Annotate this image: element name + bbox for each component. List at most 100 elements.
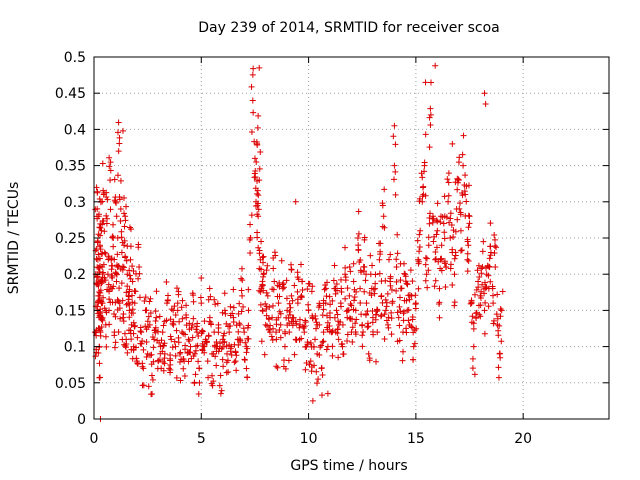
data-point: [403, 297, 410, 304]
data-point: [465, 212, 472, 219]
data-point: [405, 317, 412, 324]
data-point: [93, 184, 100, 191]
data-point: [117, 177, 124, 184]
data-point: [482, 101, 489, 108]
data-point: [445, 179, 452, 186]
data-point: [461, 188, 468, 195]
data-point: [265, 315, 272, 322]
data-point: [262, 300, 269, 307]
data-point: [173, 327, 180, 334]
data-point: [469, 313, 476, 320]
data-point: [357, 300, 364, 307]
data-point: [99, 250, 106, 257]
data-point: [95, 325, 102, 332]
data-point: [447, 265, 454, 272]
data-point: [113, 270, 120, 277]
data-point: [351, 297, 358, 304]
data-point: [198, 274, 205, 281]
x-tick-label: 0: [90, 431, 99, 447]
data-point: [416, 231, 423, 238]
data-point: [150, 344, 157, 351]
data-point: [127, 256, 134, 263]
data-point: [98, 280, 105, 287]
data-point: [425, 267, 432, 274]
data-point: [468, 297, 475, 304]
data-point: [494, 291, 501, 298]
data-point: [434, 200, 441, 207]
data-point: [123, 203, 130, 210]
data-point: [179, 297, 186, 304]
data-point: [352, 320, 359, 327]
data-point: [243, 365, 250, 372]
data-point: [97, 298, 104, 305]
data-point: [152, 324, 159, 331]
data-point: [96, 255, 103, 262]
data-point: [256, 165, 263, 172]
data-point: [143, 338, 150, 345]
data-point: [263, 289, 270, 296]
data-point: [182, 346, 189, 353]
data-point: [386, 256, 393, 263]
data-point: [370, 286, 377, 293]
data-point: [485, 272, 492, 279]
data-point: [396, 294, 403, 301]
data-point: [96, 243, 103, 250]
data-point: [303, 360, 310, 367]
data-point: [239, 277, 246, 284]
data-point: [408, 323, 415, 330]
data-point: [111, 197, 118, 204]
data-point: [152, 308, 159, 315]
data-point: [112, 313, 119, 320]
data-point: [294, 274, 301, 281]
data-point: [120, 318, 127, 325]
data-point: [195, 333, 202, 340]
data-point: [213, 362, 220, 369]
data-point: [384, 290, 391, 297]
data-point: [387, 251, 394, 258]
data-point: [282, 365, 289, 372]
data-point: [387, 282, 394, 289]
data-point: [369, 319, 376, 326]
data-point: [329, 343, 336, 350]
data-point: [395, 314, 402, 321]
data-point: [392, 168, 399, 175]
data-point: [350, 278, 357, 285]
data-point: [217, 340, 224, 347]
data-point: [347, 268, 354, 275]
data-point: [182, 331, 189, 338]
data-point: [214, 300, 221, 307]
data-point: [304, 341, 311, 348]
data-point: [255, 200, 262, 207]
data-point: [221, 339, 228, 346]
data-point: [219, 344, 226, 351]
data-point: [195, 390, 202, 397]
data-point: [145, 313, 152, 320]
data-point: [423, 271, 430, 278]
data-point: [254, 124, 261, 131]
data-point: [217, 372, 224, 379]
data-point: [187, 343, 194, 350]
data-point: [342, 295, 349, 302]
data-point: [94, 188, 101, 195]
data-point: [95, 282, 102, 289]
data-point: [161, 340, 168, 347]
data-point: [366, 355, 373, 362]
data-point: [106, 296, 113, 303]
x-axis-label: GPS time / hours: [290, 458, 407, 474]
data-point: [176, 350, 183, 357]
data-point: [160, 367, 167, 374]
data-point: [199, 328, 206, 335]
data-point: [136, 294, 143, 301]
data-point: [382, 307, 389, 314]
data-point: [405, 306, 412, 313]
data-point: [392, 141, 399, 148]
data-point: [275, 300, 282, 307]
data-point: [167, 316, 174, 323]
data-point: [273, 363, 280, 370]
data-point: [430, 238, 437, 245]
data-point: [459, 151, 466, 158]
data-point: [316, 351, 323, 358]
data-point: [394, 231, 401, 238]
data-point: [250, 65, 257, 72]
data-point: [409, 316, 416, 323]
